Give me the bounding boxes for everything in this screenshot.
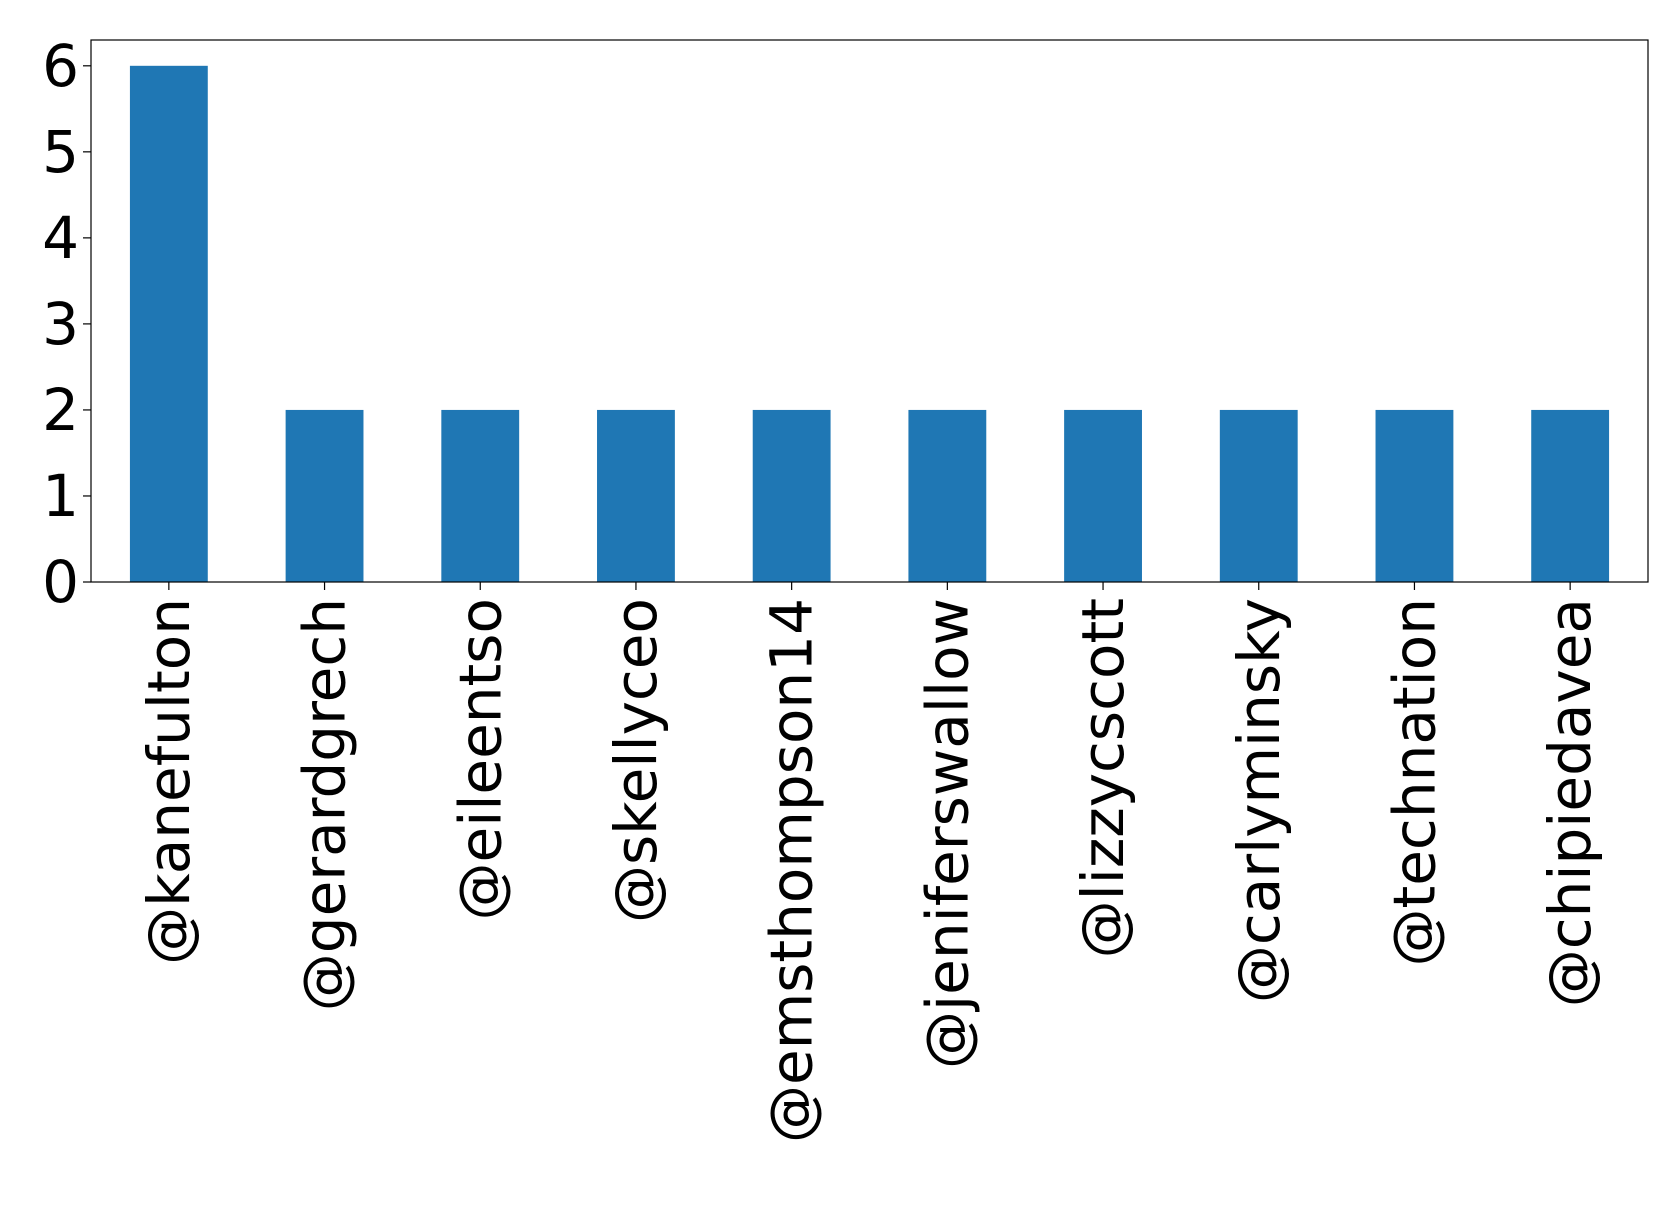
bar-gerardgrech	[285, 409, 364, 582]
bar-kanefulton	[129, 65, 208, 583]
x-tick-label: @kanefulton	[135, 598, 203, 965]
x-tick-label: @eileentso	[446, 598, 514, 920]
y-tick-label: 0	[42, 548, 79, 616]
x-tick-label: @skellyceo	[602, 598, 670, 923]
x-tick-label: @gerardgrech	[291, 598, 359, 1011]
y-tick-label: 5	[42, 118, 79, 186]
x-tick-label: @lizzycscott	[1069, 598, 1137, 958]
x-tick-label: @emsthompson14	[758, 598, 826, 1143]
y-tick-label: 1	[42, 462, 79, 530]
bar-jeniferswallow	[908, 409, 987, 582]
x-axis: @kanefulton @gerardgrech @eileentso @skelly…	[135, 582, 1604, 1143]
bar-emsthompson14	[752, 409, 831, 582]
bar-chipiedavea	[1531, 409, 1610, 582]
plot-area-frame	[90, 39, 1649, 583]
bar-eileentso	[441, 409, 520, 582]
x-tick-label: @jeniferswallow	[913, 598, 981, 1069]
bar-lizzycscott	[1064, 409, 1142, 582]
bar-skellyceo	[597, 409, 675, 582]
y-tick-label: 4	[42, 204, 79, 272]
x-tick-label: @chipiedavea	[1536, 598, 1604, 1007]
y-tick-label: 3	[42, 290, 79, 358]
bar-technation	[1375, 409, 1454, 582]
x-tick-label: @technation	[1380, 598, 1448, 966]
y-tick-label: 2	[42, 376, 79, 444]
x-tick-label: @carlyminsky	[1225, 598, 1293, 1003]
y-axis: 0 1 2 3 4 5 6	[42, 32, 91, 616]
y-tick-label: 6	[42, 32, 79, 100]
bar-carlyminsky	[1219, 409, 1298, 582]
bars-group	[129, 65, 1610, 583]
